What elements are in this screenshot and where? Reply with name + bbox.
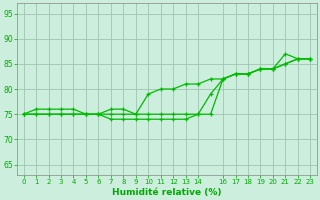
X-axis label: Humidité relative (%): Humidité relative (%) bbox=[112, 188, 222, 197]
